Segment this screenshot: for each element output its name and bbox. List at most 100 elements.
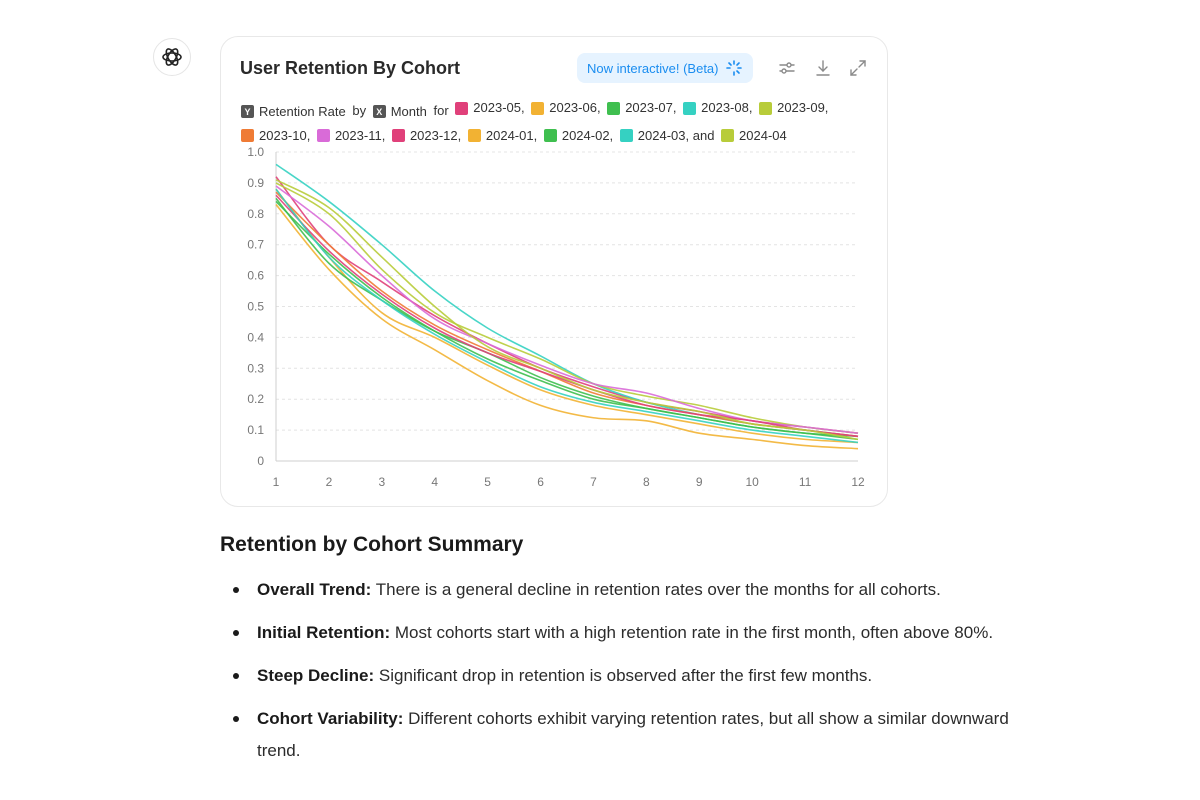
x-tick-label: 1 bbox=[273, 475, 280, 489]
bullet-text: There is a general decline in retention … bbox=[371, 580, 941, 599]
legend-item-label: 2024-03, and bbox=[637, 127, 715, 143]
download-icon bbox=[816, 60, 830, 76]
y-tick-label: 0.1 bbox=[247, 423, 264, 437]
x-axis-badge: X bbox=[372, 105, 386, 118]
legend-swatch bbox=[759, 101, 773, 115]
expand-button[interactable] bbox=[847, 57, 869, 79]
legend-item-label: 2023-07, bbox=[625, 100, 677, 115]
legend-x-axis: X Month bbox=[372, 100, 427, 124]
legend-item-label: 2023-08, bbox=[701, 100, 753, 115]
legend-swatch bbox=[543, 129, 557, 142]
legend-by-text: by bbox=[352, 102, 367, 118]
series-line-2024-02[interactable] bbox=[275, 200, 859, 441]
assistant-avatar bbox=[153, 38, 191, 76]
filter-icon bbox=[779, 62, 795, 74]
legend-item[interactable]: 2024-04 bbox=[721, 124, 787, 148]
x-tick-label: 7 bbox=[590, 475, 597, 489]
filter-button[interactable] bbox=[776, 57, 798, 79]
legend-item[interactable]: 2023-05, bbox=[455, 96, 525, 120]
y-tick-label: 0.2 bbox=[247, 392, 264, 406]
x-tick-label: 6 bbox=[537, 475, 544, 489]
interactive-beta-badge[interactable]: Now interactive! (Beta) bbox=[577, 53, 753, 83]
y-axis-badge: Y bbox=[241, 105, 254, 118]
legend-item-label: 2023-09, bbox=[777, 100, 829, 115]
legend-item-label: 2023-05, bbox=[473, 100, 525, 115]
x-tick-label: 3 bbox=[378, 475, 385, 489]
legend-for-text: for bbox=[433, 102, 449, 118]
summary-bullet: Cohort Variability: Different cohorts ex… bbox=[220, 703, 1040, 767]
legend-item-label: 2024-04 bbox=[739, 127, 787, 143]
summary-bullet: Initial Retention: Most cohorts start wi… bbox=[220, 617, 1040, 649]
series-line-2023-09[interactable] bbox=[275, 182, 859, 434]
summary-bullet: Steep Decline: Significant drop in reten… bbox=[220, 660, 1040, 692]
legend-item[interactable]: 2023-11, bbox=[316, 124, 386, 148]
legend-item[interactable]: 2024-03, and bbox=[619, 124, 715, 148]
bullet-text: Most cohorts start with a high retention… bbox=[390, 623, 994, 642]
x-tick-label: 8 bbox=[643, 475, 650, 489]
x-tick-label: 4 bbox=[431, 475, 438, 489]
legend-item[interactable]: 2023-07, bbox=[607, 96, 677, 120]
y-tick-label: 0 bbox=[257, 454, 264, 468]
legend-item-label: 2023-12, bbox=[409, 127, 462, 143]
series-line-2024-04[interactable] bbox=[275, 179, 859, 441]
x-axis-label: Month bbox=[390, 103, 427, 119]
line-chart[interactable]: 00.10.20.30.40.50.60.70.80.91.01 2 3 4 5 6 7 8 9… bbox=[221, 137, 887, 537]
summary-title: Retention by Cohort Summary bbox=[220, 533, 524, 556]
legend-swatch bbox=[316, 129, 330, 142]
legend-item[interactable]: 2023-10, bbox=[241, 124, 310, 148]
bullet-text: Different cohorts exhibit varying retent… bbox=[257, 709, 1009, 760]
y-tick-label: 0.8 bbox=[247, 207, 264, 221]
series-line-2023-12[interactable] bbox=[275, 194, 859, 438]
y-tick-label: 0.3 bbox=[247, 361, 264, 375]
legend-item-label: 2024-01, bbox=[485, 127, 538, 143]
legend-item[interactable]: 2023-09, bbox=[759, 96, 828, 120]
assistant-logo-icon bbox=[162, 48, 182, 66]
y-tick-label: 0.5 bbox=[247, 300, 264, 314]
x-tick-label: 11 bbox=[799, 475, 812, 489]
series-line-2023-06[interactable] bbox=[275, 188, 859, 444]
legend-swatch bbox=[241, 129, 254, 142]
legend-item[interactable]: 2023-08, bbox=[683, 96, 752, 120]
x-tick-label: 9 bbox=[696, 475, 703, 489]
y-axis-label: Retention Rate bbox=[259, 103, 346, 119]
legend-swatch bbox=[391, 129, 405, 142]
y-tick-label: 0.6 bbox=[247, 269, 264, 283]
y-tick-label: 0.9 bbox=[247, 176, 264, 190]
series-line-2024-01[interactable] bbox=[275, 204, 859, 450]
bullet-label: Cohort Variability: bbox=[257, 709, 404, 728]
legend-swatch bbox=[455, 101, 469, 115]
bullet-label: Overall Trend: bbox=[257, 580, 372, 599]
chart-card: User Retention By Cohort Now interactive… bbox=[220, 36, 888, 507]
summary-list: Overall Trend: There is a general declin… bbox=[220, 574, 1040, 778]
expand-icon bbox=[850, 60, 866, 76]
x-tick-label: 12 bbox=[851, 475, 865, 489]
y-tick-label: 0.4 bbox=[247, 330, 264, 344]
x-tick-label: 2 bbox=[326, 475, 333, 489]
legend-item-label: 2024-02, bbox=[561, 127, 614, 143]
y-tick-label: 0.7 bbox=[247, 238, 264, 252]
legend-swatch bbox=[531, 101, 545, 115]
bullet-label: Initial Retention: bbox=[257, 623, 391, 642]
legend-item-label: 2023-10, bbox=[259, 127, 311, 143]
bullet-label: Steep Decline: bbox=[257, 666, 375, 685]
download-button[interactable] bbox=[812, 57, 834, 79]
legend-y-axis: Y Retention Rate bbox=[241, 100, 346, 124]
legend-item[interactable]: 2024-01, bbox=[467, 124, 538, 148]
summary-bullet: Overall Trend: There is a general declin… bbox=[220, 574, 1040, 606]
legend-item[interactable]: 2023-06, bbox=[531, 96, 601, 120]
series-line-2023-07[interactable] bbox=[275, 197, 859, 438]
legend-item-label: 2023-06, bbox=[549, 100, 601, 115]
sparkle-icon bbox=[725, 60, 742, 76]
legend-item[interactable]: 2023-12, bbox=[391, 124, 462, 148]
legend-item[interactable]: 2024-02, bbox=[543, 124, 614, 148]
x-tick-label: 10 bbox=[746, 475, 760, 489]
legend-swatch bbox=[467, 129, 481, 142]
x-tick-label: 5 bbox=[484, 475, 491, 489]
badge-label: Now interactive! (Beta) bbox=[587, 60, 719, 76]
legend-swatch bbox=[721, 129, 735, 142]
chart-legend: Y Retention Rate by X Month for 2023-05,… bbox=[241, 96, 881, 150]
series-line-2024-03[interactable] bbox=[275, 188, 859, 444]
legend-swatch bbox=[619, 129, 633, 142]
legend-swatch bbox=[683, 101, 697, 115]
legend-item-label: 2023-11, bbox=[334, 127, 386, 143]
